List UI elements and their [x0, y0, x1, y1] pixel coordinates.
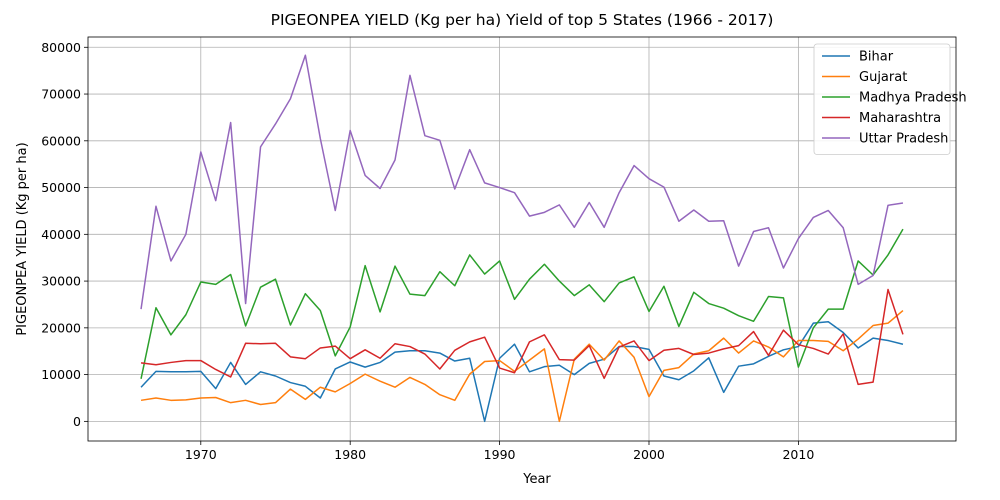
y-tick-label: 70000 — [41, 87, 81, 102]
legend-label: Maharashtra — [859, 111, 941, 126]
series-line-maharashtra — [140, 288, 904, 386]
x-tick-label: 1990 — [484, 447, 516, 462]
y-tick-label: 80000 — [41, 40, 81, 55]
chart-title: PIGEONPEA YIELD (Kg per ha) Yield of top… — [271, 11, 774, 29]
x-axis-label: Year — [522, 472, 551, 487]
legend-label: Uttar Pradesh — [859, 132, 948, 147]
y-axis-label: PIGEONPEA YIELD (Kg per ha) — [15, 142, 30, 335]
y-tick-label: 60000 — [41, 133, 81, 148]
x-tick-label: 2010 — [782, 447, 814, 462]
y-tick-label: 20000 — [41, 320, 81, 335]
series-line-uttar-pradesh — [140, 54, 904, 310]
series-line-gujarat — [140, 309, 904, 423]
legend-box — [813, 43, 951, 155]
series-lines — [140, 54, 904, 423]
y-tick-label: 50000 — [41, 180, 81, 195]
x-axis: 1970 1980 1990 2000 2010 — [185, 441, 814, 462]
x-tick-label: 1970 — [185, 447, 217, 462]
legend-label: Madhya Pradesh — [859, 91, 967, 106]
series-line-madhya-pradesh — [140, 228, 904, 379]
legend-label: Bihar — [859, 50, 894, 65]
y-tick-label: 10000 — [41, 367, 81, 382]
y-tick-label: 40000 — [41, 227, 81, 242]
legend: Bihar Gujarat Madhya Pradesh Maharashtra Utt… — [813, 43, 967, 155]
legend-label: Gujarat — [859, 70, 907, 85]
plot-frame — [87, 36, 957, 442]
y-tick-label: 30000 — [41, 274, 81, 289]
y-tick-label: 0 — [73, 414, 81, 429]
x-tick-label: 2000 — [633, 447, 665, 462]
y-axis: 0 10000 20000 30000 40000 50000 60000 70000 8000… — [41, 40, 88, 429]
x-tick-label: 1980 — [334, 447, 366, 462]
